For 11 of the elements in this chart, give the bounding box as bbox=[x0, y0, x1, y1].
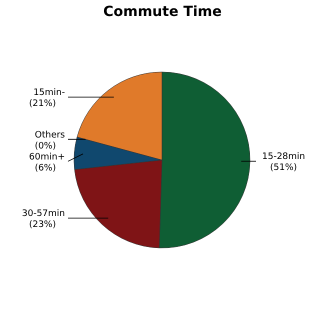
slice-label: 60min+ bbox=[29, 152, 65, 162]
slice-label: 30-57min bbox=[22, 209, 65, 220]
slice-label: 15-28min bbox=[262, 152, 306, 162]
chart-title: Commute Time bbox=[103, 4, 222, 20]
data-label: (51%) bbox=[270, 163, 298, 174]
text: (0%) bbox=[34, 141, 56, 152]
data-label: (23%) bbox=[28, 220, 56, 230]
data-label: (21%) bbox=[28, 99, 56, 110]
data-label: (6%) bbox=[34, 163, 56, 174]
legend-label: Others bbox=[34, 130, 66, 140]
slice-label: 15min- bbox=[33, 88, 65, 98]
